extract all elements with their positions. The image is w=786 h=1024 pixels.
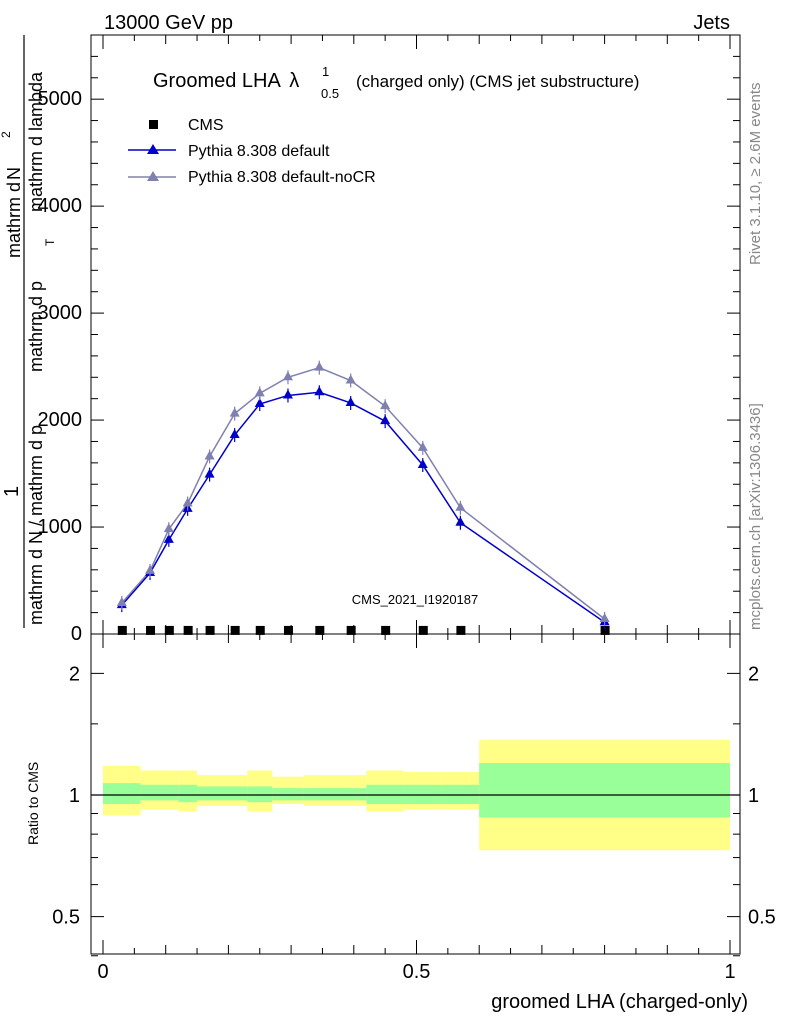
cms-data-point <box>117 625 127 635</box>
series-markers <box>116 360 610 635</box>
ratio-bands <box>91 739 740 851</box>
legend-marker-nocr <box>147 171 159 181</box>
title-main: Groomed LHA <box>153 70 281 92</box>
series-point-2 <box>345 374 356 384</box>
ratio-band-green-9 <box>441 784 480 804</box>
ratio-band-green-6 <box>303 788 367 801</box>
series-point-2 <box>282 371 293 381</box>
main-ylabel: 1 mathrm d N / mathrm d p mathrm dN 2 ma… <box>0 35 57 628</box>
x-tick-label: 1 <box>724 961 735 983</box>
ratio-band-green-10 <box>479 763 730 818</box>
rivet-label: Rivet 3.1.10, ≥ 2.6M events <box>747 83 764 266</box>
series-point-1 <box>254 398 265 408</box>
series-point-1 <box>314 386 325 396</box>
ratio-band-green-1 <box>140 784 179 801</box>
y-tick-label: 3000 <box>38 302 83 324</box>
series-point-2 <box>254 387 265 397</box>
ylabel-top: mathrm d lambda <box>26 71 46 212</box>
series-point-1 <box>282 389 293 399</box>
title-suffix: (charged only) (CMS jet substructure) <box>356 72 639 91</box>
cms-data-point <box>205 625 215 635</box>
ratio-band-green-4 <box>247 786 273 803</box>
series-point-2 <box>204 450 215 460</box>
legend-marker-cms <box>149 120 158 129</box>
legend-label-nocr: Pythia 8.308 default-noCR <box>188 169 376 186</box>
xlabel: groomed LHA (charged-only) <box>491 991 748 1013</box>
cms-data-point <box>381 625 391 635</box>
series-point-2 <box>599 613 610 623</box>
ratio-band-green-7 <box>366 784 404 804</box>
y-tick-label: 4000 <box>38 195 83 217</box>
series-point-2 <box>417 441 428 451</box>
y-tick-label: 2000 <box>38 409 83 431</box>
cms-data-point <box>146 625 156 635</box>
cms-data-point <box>164 625 174 635</box>
ylabel-subscript: T <box>43 238 57 246</box>
ratio-band-green-0 <box>103 783 141 804</box>
title-superscript: 1 <box>322 64 329 79</box>
series-lines <box>121 366 606 623</box>
ratio-band-green-5 <box>272 788 304 801</box>
series-point-1 <box>380 415 391 425</box>
ylabel-numerator-sup: 2 <box>0 131 13 138</box>
ratio-tick-label-left: 1 <box>69 785 80 807</box>
ylabel-numerator: mathrm dN <box>4 167 24 258</box>
cms-data-point <box>255 625 265 635</box>
header-left-label: 13000 GeV pp <box>104 12 233 34</box>
cms-data-point <box>283 625 293 635</box>
header-right-label: Jets <box>693 12 730 34</box>
ratio-band-green-2 <box>178 784 198 803</box>
plot-title: Groomed LHA λ <box>153 70 299 92</box>
ylabel-mid: mathrm d p <box>26 281 46 372</box>
legend-marker-default <box>147 144 159 154</box>
cms-data-point <box>346 625 356 635</box>
title-subscript: 0.5 <box>321 86 339 101</box>
series-point-1 <box>163 533 174 543</box>
series-point-2 <box>455 501 466 511</box>
title-symbol: λ <box>289 70 299 92</box>
ratio-tick-label-left: 2 <box>69 663 80 685</box>
series-line-1 <box>121 391 606 623</box>
y-tick-label: 0 <box>71 623 82 645</box>
ratio-tick-label-left: 0.5 <box>52 907 80 929</box>
series-point-1 <box>345 396 356 406</box>
cms-data-point <box>456 625 466 635</box>
ratio-band-green-3 <box>197 786 248 801</box>
series-point-1 <box>204 468 215 478</box>
ylabel-numerator-one: 1 <box>1 486 23 497</box>
series-point-2 <box>163 523 174 533</box>
series-point-1 <box>229 429 240 439</box>
series-point-1 <box>417 458 428 468</box>
cms-data-point <box>315 625 325 635</box>
legend-label-cms: CMS <box>188 117 224 134</box>
ratio-tick-label-right: 1 <box>748 785 759 807</box>
mcplots-label: mcplots.cern.ch [arXiv:1306.3436] <box>747 403 764 630</box>
series-point-2 <box>116 596 127 606</box>
cms-data-point <box>230 625 240 635</box>
analysis-watermark: CMS_2021_I1920187 <box>352 592 479 607</box>
series-point-2 <box>314 361 325 371</box>
series-point-2 <box>229 407 240 417</box>
series-point-2 <box>145 564 156 574</box>
y-tick-label: 1000 <box>38 516 83 538</box>
ylabel-denominator: mathrm d N / mathrm d p <box>26 425 46 625</box>
ratio-plot-frame <box>90 633 741 955</box>
ratio-band-green-8 <box>403 784 442 804</box>
x-tick-label: 0.5 <box>403 961 431 983</box>
cms-data-point <box>183 625 193 635</box>
y-tick-label: 5000 <box>38 88 83 110</box>
cms-data-point <box>600 625 610 635</box>
cms-data-point <box>418 625 428 635</box>
series-line-2 <box>121 366 606 620</box>
x-tick-label: 0 <box>97 961 108 983</box>
ratio-tick-label-right: 2 <box>748 663 759 685</box>
legend-label-default: Pythia 8.308 default <box>188 143 330 160</box>
ratio-tick-label-right: 0.5 <box>748 907 776 929</box>
axis-ticks: 0 1000 2000 3000 4000 5000 0 0.5 1 0.5 1 2 0.5 1 2 <box>38 35 776 983</box>
series-point-2 <box>380 400 391 410</box>
series-point-2 <box>182 497 193 507</box>
series-point-1 <box>455 516 466 526</box>
ratio-ylabel: Ratio to CMS <box>25 762 41 845</box>
